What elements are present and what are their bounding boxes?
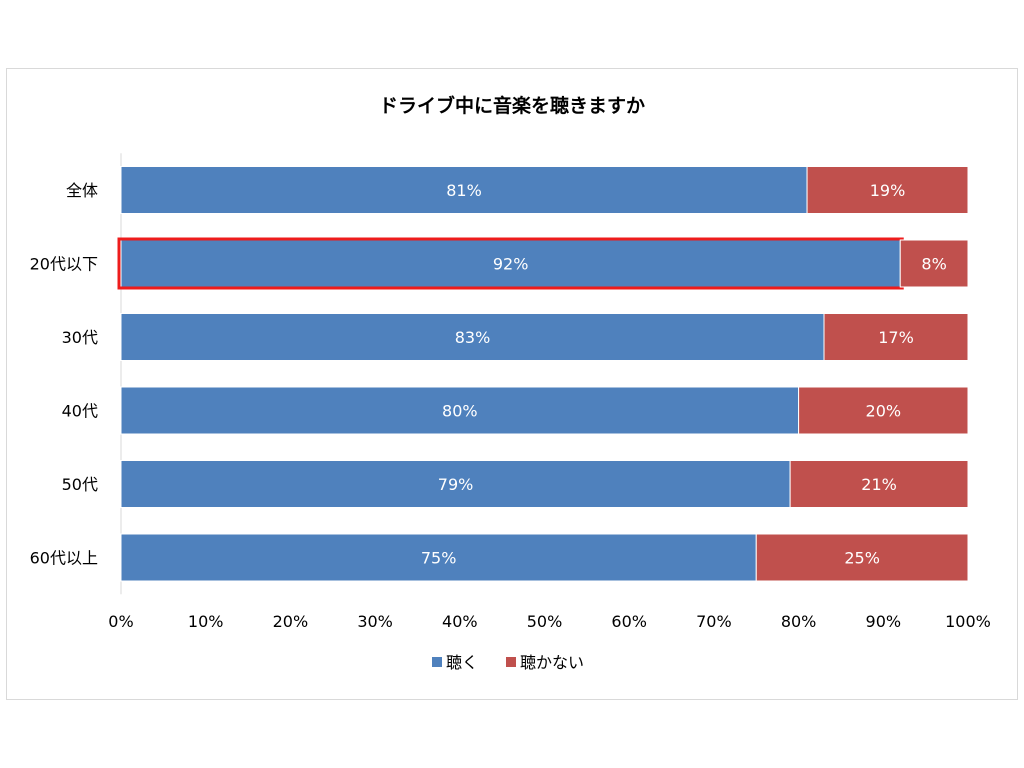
data-label: 83% [455,328,491,347]
bar-segment [806,166,969,214]
x-tick-label: 90% [866,612,902,631]
x-tick-label: 40% [442,612,478,631]
legend-swatch [506,657,516,667]
bar-segment [120,166,808,214]
x-tick-label: 80% [781,612,817,631]
legend: 聴く 聴かない [432,653,584,672]
data-label: 81% [446,181,482,200]
category-label: 全体 [66,181,98,200]
legend-label: 聴かない [520,653,584,672]
bar-segment [789,460,969,508]
x-tick-label: 50% [527,612,563,631]
bar-segment [755,533,969,582]
data-label: 20% [866,402,902,421]
legend-label: 聴く [446,653,478,672]
category-label: 20代以下 [30,255,98,274]
bar-segment [899,239,969,288]
x-tick-label: 100% [945,612,991,631]
chart-title: ドライブ中に音楽を聴きますか [379,94,645,117]
x-tick-label: 30% [357,612,393,631]
category-label: 30代 [62,328,98,347]
data-label: 19% [870,181,906,200]
x-tick-label: 0% [108,612,133,631]
category-label: 60代以上 [30,549,98,568]
x-tick-label: 70% [696,612,732,631]
data-label: 25% [844,549,880,568]
x-tick-label: 10% [188,612,224,631]
bar-segment [823,313,969,361]
data-label: 8% [921,255,946,274]
plot-area: 全体 81% 19% 20代以下 92% 8% 30代 83% 17% 40代 80% 20% 50代 7… [30,153,991,631]
data-label: 92% [493,255,529,274]
category-label: 50代 [62,475,98,494]
bar-segment [798,386,969,435]
bar-segment [120,533,757,582]
data-label: 79% [438,475,474,494]
x-tick-label: 60% [611,612,647,631]
data-label: 80% [442,402,478,421]
bar-segment [120,386,800,435]
data-label: 17% [878,328,914,347]
data-label: 75% [421,549,457,568]
x-tick-label: 20% [273,612,309,631]
data-label: 21% [861,475,897,494]
bar-segment [120,313,825,361]
legend-swatch [432,657,442,667]
category-label: 40代 [62,402,98,421]
